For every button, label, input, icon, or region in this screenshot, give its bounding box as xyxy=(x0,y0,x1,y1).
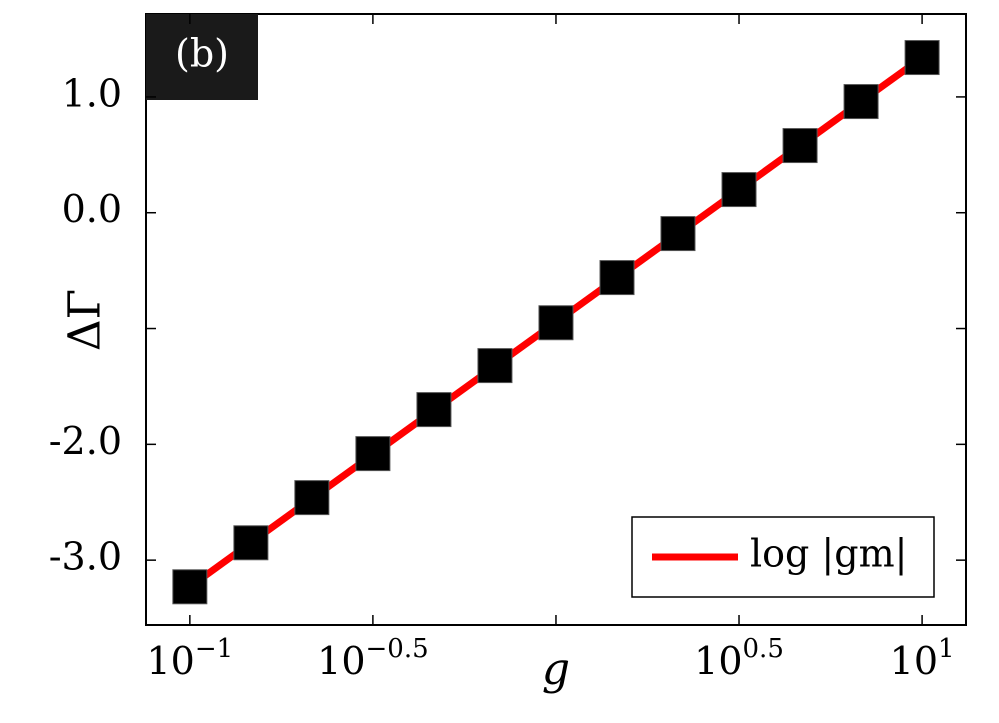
x-tick-label: 101 xyxy=(890,634,955,683)
marker xyxy=(355,436,391,472)
marker xyxy=(416,392,452,428)
x-tick-exponent: 1 xyxy=(938,634,955,664)
y-tick-label: 0.0 xyxy=(62,187,122,231)
marker xyxy=(172,569,208,605)
marker xyxy=(599,260,635,296)
x-tick-exponent: −0.5 xyxy=(366,634,429,664)
annotation-box xyxy=(146,14,258,100)
x-axis-label: g xyxy=(542,644,570,695)
x-tick-base: 10 xyxy=(694,639,742,683)
x-tick-base: 10 xyxy=(317,639,365,683)
x-tick-exponent: −1 xyxy=(195,634,233,664)
marker xyxy=(843,84,879,120)
marker xyxy=(721,172,757,208)
x-tick-exponent: 0.5 xyxy=(743,634,784,664)
marker xyxy=(660,216,696,252)
marker xyxy=(294,480,330,516)
x-tick-label: 100.5 xyxy=(694,634,784,683)
x-tick-base: 10 xyxy=(890,639,938,683)
annotation: (b) xyxy=(175,32,229,76)
marker xyxy=(477,348,513,384)
y-tick-label: -2.0 xyxy=(49,419,122,463)
y-tick-label: -3.0 xyxy=(49,535,122,579)
y-axis-label: ΔΓ xyxy=(60,289,111,351)
marker xyxy=(538,305,574,341)
legend-label: log |gm| xyxy=(750,532,907,576)
marker xyxy=(233,525,269,561)
marker xyxy=(782,128,818,164)
x-tick-base: 10 xyxy=(147,639,195,683)
x-tick-label: 10−0.5 xyxy=(317,634,429,683)
y-tick-label: 1.0 xyxy=(62,71,122,115)
marker xyxy=(904,40,940,76)
x-tick-label: 10−1 xyxy=(147,634,234,683)
